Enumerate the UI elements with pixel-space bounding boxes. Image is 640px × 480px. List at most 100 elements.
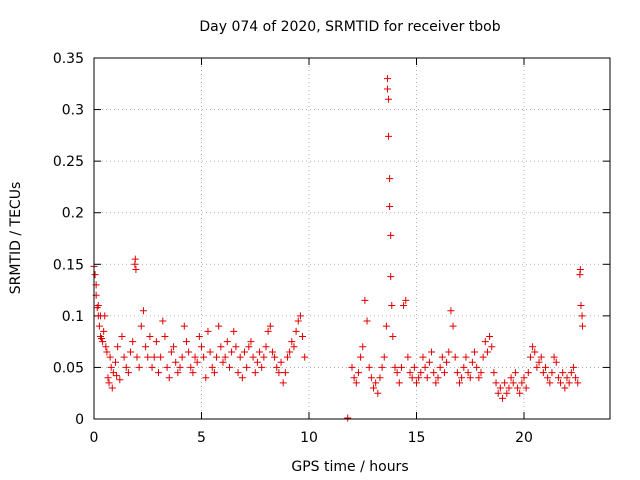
data-point: [391, 363, 399, 371]
data-point: [445, 348, 453, 356]
data-point: [574, 379, 582, 387]
data-point: [561, 384, 569, 392]
data-point: [301, 353, 309, 361]
y-tick-label: 0.15: [53, 257, 84, 273]
data-point: [195, 332, 203, 340]
data-point: [479, 353, 487, 361]
data-point: [386, 203, 394, 211]
data-point: [385, 95, 393, 103]
data-point: [122, 363, 130, 371]
data-point: [529, 343, 537, 351]
data-point: [544, 374, 552, 382]
data-point: [404, 353, 412, 361]
data-point: [388, 302, 396, 310]
data-point: [187, 363, 195, 371]
data-point: [492, 379, 500, 387]
data-point: [565, 379, 573, 387]
data-point: [425, 358, 433, 366]
data-point: [94, 302, 102, 310]
data-point: [107, 363, 115, 371]
data-point: [243, 363, 251, 371]
data-point: [91, 271, 99, 279]
y-tick-label: 0.2: [62, 206, 84, 222]
data-point: [434, 374, 442, 382]
data-point: [554, 374, 562, 382]
data-point: [352, 379, 360, 387]
data-point: [354, 369, 362, 377]
chart-title: Day 074 of 2020, SRMTID for receiver tbo…: [199, 19, 500, 35]
data-point: [120, 353, 128, 361]
data-point: [481, 338, 489, 346]
data-point: [253, 358, 261, 366]
data-point: [178, 353, 186, 361]
data-point: [245, 343, 253, 351]
data-point: [397, 363, 405, 371]
data-point: [477, 369, 485, 377]
data-point: [113, 372, 121, 380]
data-point: [453, 369, 461, 377]
data-point: [359, 343, 367, 351]
data-point: [559, 369, 567, 377]
data-point: [507, 374, 515, 382]
data-point: [430, 369, 438, 377]
data-point: [402, 296, 410, 304]
x-axis-label: GPS time / hours: [291, 459, 408, 475]
data-point: [299, 332, 307, 340]
x-tick-label: 10: [300, 430, 318, 446]
data-point: [552, 358, 560, 366]
data-point: [350, 374, 358, 382]
data-point: [499, 394, 506, 402]
data-point: [563, 374, 571, 382]
data-point: [127, 348, 135, 356]
data-point: [501, 379, 509, 387]
data-point: [488, 343, 496, 351]
data-point: [277, 358, 285, 366]
data-point: [144, 353, 152, 361]
data-point: [206, 348, 214, 356]
data-point: [370, 384, 377, 392]
data-point: [266, 322, 274, 330]
data-point: [152, 338, 160, 346]
data-point: [473, 363, 481, 371]
data-point: [417, 369, 425, 377]
data-point: [132, 265, 140, 273]
data-point: [108, 384, 116, 392]
data-point: [223, 338, 231, 346]
data-point: [548, 369, 556, 377]
data-point: [100, 327, 108, 335]
data-point: [286, 348, 294, 356]
data-point: [290, 343, 298, 351]
data-point: [225, 363, 233, 371]
data-point: [408, 374, 416, 382]
data-point: [372, 379, 380, 387]
data-point: [279, 379, 287, 387]
data-point: [451, 353, 459, 361]
data-point: [146, 332, 154, 340]
data-point: [447, 307, 455, 315]
data-point: [524, 369, 532, 377]
data-point: [174, 369, 182, 377]
data-point: [98, 335, 106, 343]
data-point: [577, 302, 585, 310]
data-point: [99, 338, 107, 346]
data-point: [537, 353, 545, 361]
grid: [94, 58, 610, 419]
data-point: [219, 358, 227, 366]
data-point: [449, 322, 457, 330]
data-point: [550, 353, 558, 361]
y-tick-label: 0: [75, 412, 84, 428]
data-point: [292, 327, 300, 335]
data-point: [131, 255, 139, 263]
data-point: [101, 312, 109, 320]
data-point: [542, 363, 549, 371]
data-point: [185, 348, 193, 356]
y-tick-label: 0.05: [53, 360, 84, 376]
data-point: [456, 379, 463, 387]
data-point: [509, 379, 517, 387]
data-point: [516, 389, 524, 397]
data-point: [494, 389, 502, 397]
data-points: [90, 75, 586, 422]
data-point: [387, 273, 395, 281]
data-point: [281, 369, 289, 377]
data-point: [468, 358, 476, 366]
